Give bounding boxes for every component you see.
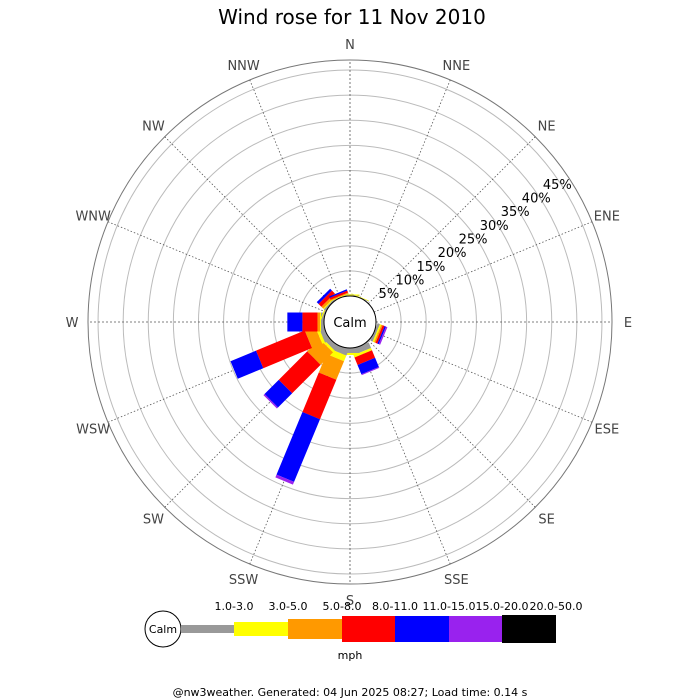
bar-segment-ese-3	[375, 325, 385, 344]
direction-label-nne: NNE	[443, 59, 471, 74]
spoke-sse	[359, 345, 451, 565]
chart-title: Wind rose for 11 Nov 2010	[218, 5, 486, 29]
direction-label-se: SE	[538, 513, 554, 528]
bar-segment-ese-5	[378, 326, 388, 345]
direction-label-wnw: WNW	[75, 210, 111, 225]
bar-segment-w-3	[302, 312, 318, 332]
footer-text: @nw3weather. Generated: 04 Jun 2025 08:2…	[173, 686, 528, 699]
radial-tick-label: 5%	[379, 287, 400, 302]
bar-segment-nnw-3	[329, 290, 349, 300]
legend-swatch-0	[181, 625, 234, 633]
legend-swatch-2	[288, 619, 342, 639]
legend-bin-label: 20.0-50.0	[530, 600, 583, 613]
legend-bin-label: 3.0-5.0	[269, 600, 308, 613]
legend-units: mph	[338, 649, 363, 662]
bar-ssw	[275, 342, 349, 485]
bar-wsw	[230, 323, 330, 379]
radial-tick-label: 15%	[417, 260, 446, 275]
bar-segment-nw-3	[318, 290, 335, 307]
radial-tick-label: 10%	[395, 273, 424, 288]
bar-segment-sse-1	[353, 347, 372, 358]
bar-w	[287, 312, 324, 332]
bar-segment-sw-3	[278, 351, 321, 394]
bar-segment-ssw-2	[318, 353, 345, 380]
radial-tick-labels: 5%10%15%20%25%30%35%40%45%	[379, 178, 572, 302]
outer-circle	[87, 59, 613, 585]
legend-swatch-4	[395, 616, 449, 642]
direction-labels: N NNE NE ENE E ESE SE SSE S SSW SW WSW W WNW NW NNW	[66, 38, 633, 609]
grid-circle	[273, 245, 427, 399]
bar-segment-ese-4	[377, 326, 387, 345]
radial-tick-label: 30%	[480, 219, 509, 234]
direction-label-sse: SSE	[444, 573, 469, 588]
bar-segment-sse-5	[361, 366, 380, 376]
bar-segment-w-1	[319, 312, 321, 332]
direction-label-w: W	[66, 316, 79, 331]
bar-segment-sse-4	[357, 357, 379, 375]
bar-segment-nnw-1	[330, 293, 349, 302]
bar-segment-nw-4	[316, 288, 332, 304]
bar-segment-sw-5	[263, 394, 278, 409]
calm-label: Calm	[333, 316, 366, 331]
spoke-nnw	[249, 79, 341, 299]
grid-circle	[248, 220, 452, 424]
calm-circle	[323, 295, 377, 349]
legend-swatch-5	[449, 616, 502, 642]
bar-segment-sw-4	[264, 379, 293, 408]
legend-bin-label: 15.0-20.0	[476, 600, 529, 613]
wind-bars	[230, 288, 388, 485]
spoke-ne	[368, 136, 536, 304]
legend-bin-label: 5.0-8.0	[323, 600, 362, 613]
bar-segment-ssw-4	[276, 411, 321, 482]
bar-segment-ese-2	[374, 324, 383, 343]
legend-bin-label: 8.0-11.0	[372, 600, 418, 613]
direction-label-e: E	[624, 316, 632, 331]
legend-swatch-6	[502, 615, 556, 643]
bar-segment-nnw-4	[329, 289, 348, 298]
direction-label-ne: NE	[538, 119, 556, 134]
grid-circle	[147, 119, 553, 525]
bar-segment-w-2	[317, 312, 320, 332]
legend-bin-label: 11.0-15.0	[423, 600, 476, 613]
radial-tick-label: 40%	[522, 191, 551, 206]
bar-segment-nnw-2	[330, 292, 349, 301]
direction-label-ene: ENE	[594, 210, 620, 225]
bar-segment-wsw-3	[256, 330, 312, 369]
spoke-ese	[373, 331, 593, 423]
spoke-se	[368, 340, 536, 508]
direction-label-sw: SW	[143, 513, 164, 528]
direction-label-s: S	[346, 594, 354, 609]
direction-label-ese: ESE	[594, 422, 619, 437]
spoke-wnw	[107, 221, 327, 313]
radial-tick-label: 25%	[459, 232, 488, 247]
bar-segment-sse-3	[354, 350, 376, 365]
direction-label-nw: NW	[142, 119, 165, 134]
bar-segment-nne-1	[351, 293, 370, 302]
radial-tick-label: 35%	[501, 205, 530, 220]
bar-segment-ese-1	[372, 324, 382, 343]
bar-segment-ssw-3	[302, 372, 337, 420]
direction-label-wsw: WSW	[76, 422, 110, 437]
bar-segment-w-4	[287, 312, 303, 332]
bar-segment-wsw-2	[304, 326, 323, 349]
spoke-nne	[359, 79, 451, 299]
legend-swatch-3	[342, 616, 395, 642]
spoke-nw	[164, 136, 332, 304]
direction-label-n: N	[345, 38, 355, 53]
speed-legend: Calm 1.0-3.0 3.0-5.0 5.0-8.0 8.0-11.0 11.0-15…	[144, 600, 583, 648]
grid-circle	[172, 144, 528, 500]
spoke-ene	[373, 221, 593, 313]
direction-label-nnw: NNW	[227, 59, 259, 74]
bar-segment-wsw-4	[230, 350, 264, 379]
legend-swatch-1	[234, 622, 288, 636]
legend-calm-label: Calm	[149, 623, 177, 636]
radial-tick-label: 20%	[438, 246, 467, 261]
bar-segment-ssw-5	[275, 474, 295, 485]
legend-bin-label: 1.0-3.0	[215, 600, 254, 613]
direction-label-ssw: SSW	[229, 573, 259, 588]
radial-tick-label: 45%	[543, 178, 572, 193]
calm-center: Calm	[323, 295, 377, 349]
